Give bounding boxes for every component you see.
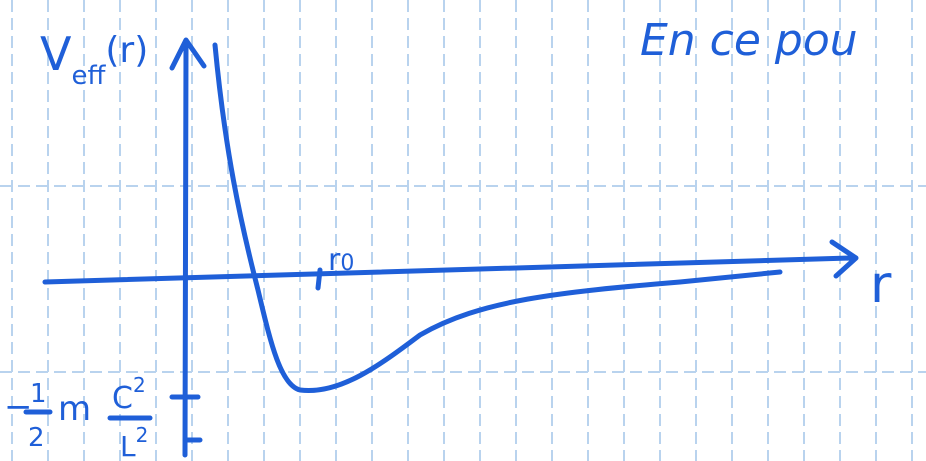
c-power: 2 <box>133 373 146 397</box>
y-argument: (r) <box>105 30 148 71</box>
min-l: L2 <box>120 423 148 461</box>
r0-subscript: 0 <box>340 251 354 276</box>
y-axis <box>172 40 204 455</box>
page: En ce pou Veff(r) r r0 − 1 2 m C2 L2 (()… <box>0 0 926 461</box>
min-sign: − <box>4 387 33 427</box>
r0-tick <box>318 270 320 288</box>
l-power: 2 <box>136 423 149 447</box>
y-label: Veff(r) <box>40 27 148 91</box>
x-label: r <box>870 255 892 315</box>
r0-symbol: r <box>328 243 341 278</box>
min-denominator: 2 <box>28 423 45 453</box>
min-c: C2 <box>112 373 146 416</box>
c-symbol: C <box>112 381 133 416</box>
min-mass: m <box>58 389 91 429</box>
r0-label: r0 <box>328 243 354 278</box>
y-subscript: eff <box>71 61 106 91</box>
min-numerator: 1 <box>30 379 47 409</box>
l-symbol: L <box>120 430 136 461</box>
minimum-label: − 1 2 m C2 L2 <box>4 373 150 461</box>
annotation: En ce pou <box>640 15 858 66</box>
sketch: En ce pou Veff(r) r r0 − 1 2 m C2 L2 <box>0 0 926 461</box>
y-symbol: V <box>40 27 72 81</box>
